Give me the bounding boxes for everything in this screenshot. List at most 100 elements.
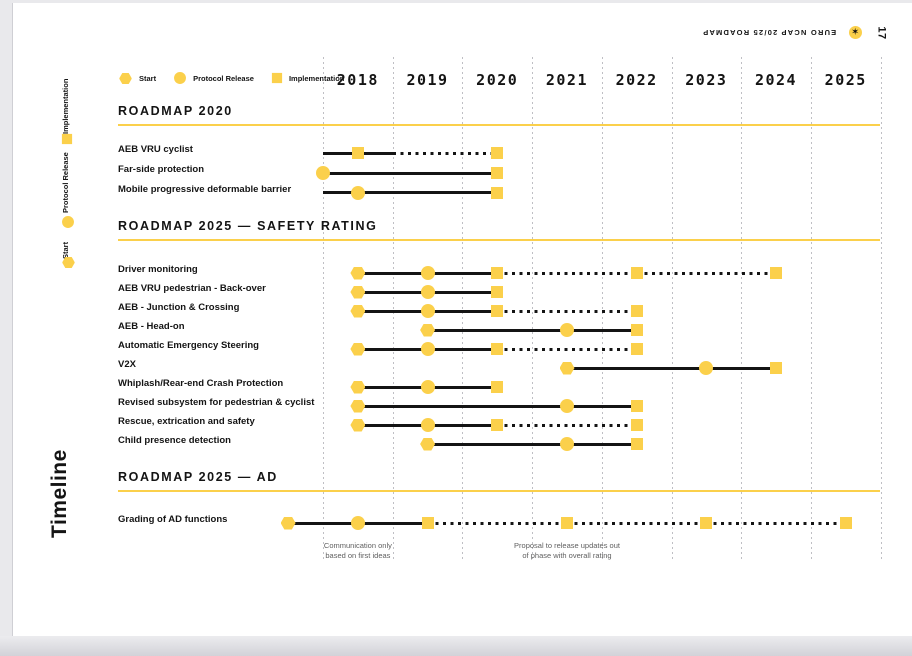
timeline-segment-solid: [357, 404, 637, 408]
section-title: ROADMAP 2025 — AD: [118, 470, 278, 484]
timeline-segment-dotted: [392, 151, 498, 155]
marker-circle-icon: [420, 304, 435, 318]
hexagon-icon: [119, 72, 132, 84]
marker-square-icon: [770, 362, 782, 374]
chart-annotation-line: of phase with overall rating: [522, 550, 612, 560]
marker-circle-icon: [560, 323, 574, 337]
year-tick-label: 2020: [476, 71, 519, 89]
marker-square-icon: [491, 343, 504, 355]
legend-item: Protocol Release: [173, 71, 254, 85]
year-gridline: [601, 57, 603, 559]
marker-hexagon-icon: [350, 380, 366, 394]
marker-circle-icon: [420, 418, 435, 432]
page-number: 17: [875, 25, 888, 40]
marker-square-icon: [491, 186, 504, 199]
marker-circle-icon: [316, 166, 330, 180]
timeline-segment-solid: [323, 171, 498, 175]
timeline-segment-dotted: [427, 521, 567, 525]
chart-annotation: Proposal to release updates out of phase …: [514, 541, 620, 560]
marker-square-icon: [770, 267, 782, 279]
row-label: Whiplash/Rear-end Crash Protection: [118, 378, 284, 389]
marker-circle-icon: [420, 342, 435, 356]
section-underline: [118, 490, 880, 492]
marker-square-icon: [630, 438, 643, 450]
marker-hexagon-icon: [280, 516, 296, 530]
square-icon: [61, 133, 73, 145]
row-label: V2X: [118, 359, 136, 370]
page-edge-bottom: [0, 636, 912, 656]
timeline-segment-dotted: [497, 347, 637, 351]
year-tick-label: 2021: [545, 71, 588, 89]
marker-square-icon: [491, 267, 504, 279]
year-gridline: [392, 57, 394, 559]
marker-hexagon-icon: [350, 266, 366, 280]
year-gridline: [810, 57, 812, 559]
chart-annotation: Communication only based on first ideas: [324, 541, 392, 560]
year-tick-label: 2023: [685, 71, 728, 89]
legend-item-label: Start: [139, 73, 157, 83]
marker-square-icon: [491, 305, 504, 317]
year-gridline: [462, 57, 464, 559]
year-gridline: [741, 57, 743, 559]
marker-hexagon-icon: [420, 437, 436, 451]
row-label: Grading of AD functions: [118, 514, 228, 525]
marker-square-icon: [630, 400, 643, 412]
year-gridline: [323, 57, 324, 559]
row-label: AEB - Junction & Crossing: [118, 302, 240, 313]
marker-circle-icon: [420, 380, 435, 394]
marker-square-icon: [700, 517, 713, 529]
marker-circle-icon: [560, 437, 574, 451]
section-title: ROADMAP 2025 — SAFETY RATING: [118, 219, 378, 233]
section-title: ROADMAP 2020: [118, 104, 233, 118]
section-underline: [118, 124, 880, 126]
timeline-segment-dotted: [497, 271, 637, 275]
year-tick-label: 2022: [615, 71, 658, 89]
marker-square-icon: [561, 517, 573, 529]
timeline-segment-dotted: [706, 521, 846, 525]
marker-hexagon-icon: [420, 323, 436, 337]
marker-square-icon: [630, 343, 643, 355]
marker-square-icon: [630, 324, 643, 336]
year-gridline: [532, 57, 534, 559]
marker-hexagon-icon: [350, 285, 366, 299]
marker-circle-icon: [560, 399, 574, 413]
timeline-segment-dotted: [497, 309, 637, 313]
year-gridline: [880, 57, 882, 559]
marker-hexagon-icon: [350, 418, 366, 432]
timeline-segment-dotted: [567, 521, 707, 525]
marker-square-icon: [491, 381, 504, 393]
marker-square-icon: [491, 147, 504, 159]
timeline-segment-solid: [427, 442, 637, 446]
marker-square-icon: [351, 147, 364, 159]
square-icon: [271, 72, 283, 84]
euroncap-logo-icon: ✶: [848, 26, 862, 39]
side-legend-label: Implementation: [61, 78, 70, 134]
marker-square-icon: [630, 305, 643, 317]
row-label: Mobile progressive deformable barrier: [118, 183, 292, 195]
section-underline: [118, 239, 880, 241]
marker-square-icon: [491, 419, 504, 431]
row-label: Automatic Emergency Steering: [118, 340, 259, 351]
marker-circle-icon: [420, 285, 435, 299]
marker-hexagon-icon: [559, 361, 575, 375]
legend-item-label: Implementation: [288, 73, 345, 83]
year-tick-label: 2019: [406, 71, 449, 89]
marker-circle-icon: [420, 266, 435, 280]
circle-icon: [62, 216, 74, 228]
marker-circle-icon: [699, 361, 714, 375]
header-title: EURO NCAP 20/25 ROADMAP: [701, 28, 836, 37]
chart-annotation-line: Communication only: [323, 541, 392, 550]
row-label: AEB VRU cyclist: [118, 144, 193, 155]
marker-square-icon: [491, 286, 504, 298]
year-tick-label: 2018: [336, 71, 379, 89]
page-margin-left: [0, 0, 12, 656]
marker-square-icon: [421, 517, 434, 529]
timeline-segment-dotted: [636, 271, 777, 275]
chart-annotation-line: based on first ideas: [325, 550, 391, 560]
timeline-segment-solid: [567, 366, 777, 370]
legend-item: Implementation: [271, 72, 344, 84]
hexagon-icon: [62, 256, 75, 269]
row-label: Far-side protection: [118, 164, 205, 175]
marker-circle-icon: [350, 185, 365, 200]
